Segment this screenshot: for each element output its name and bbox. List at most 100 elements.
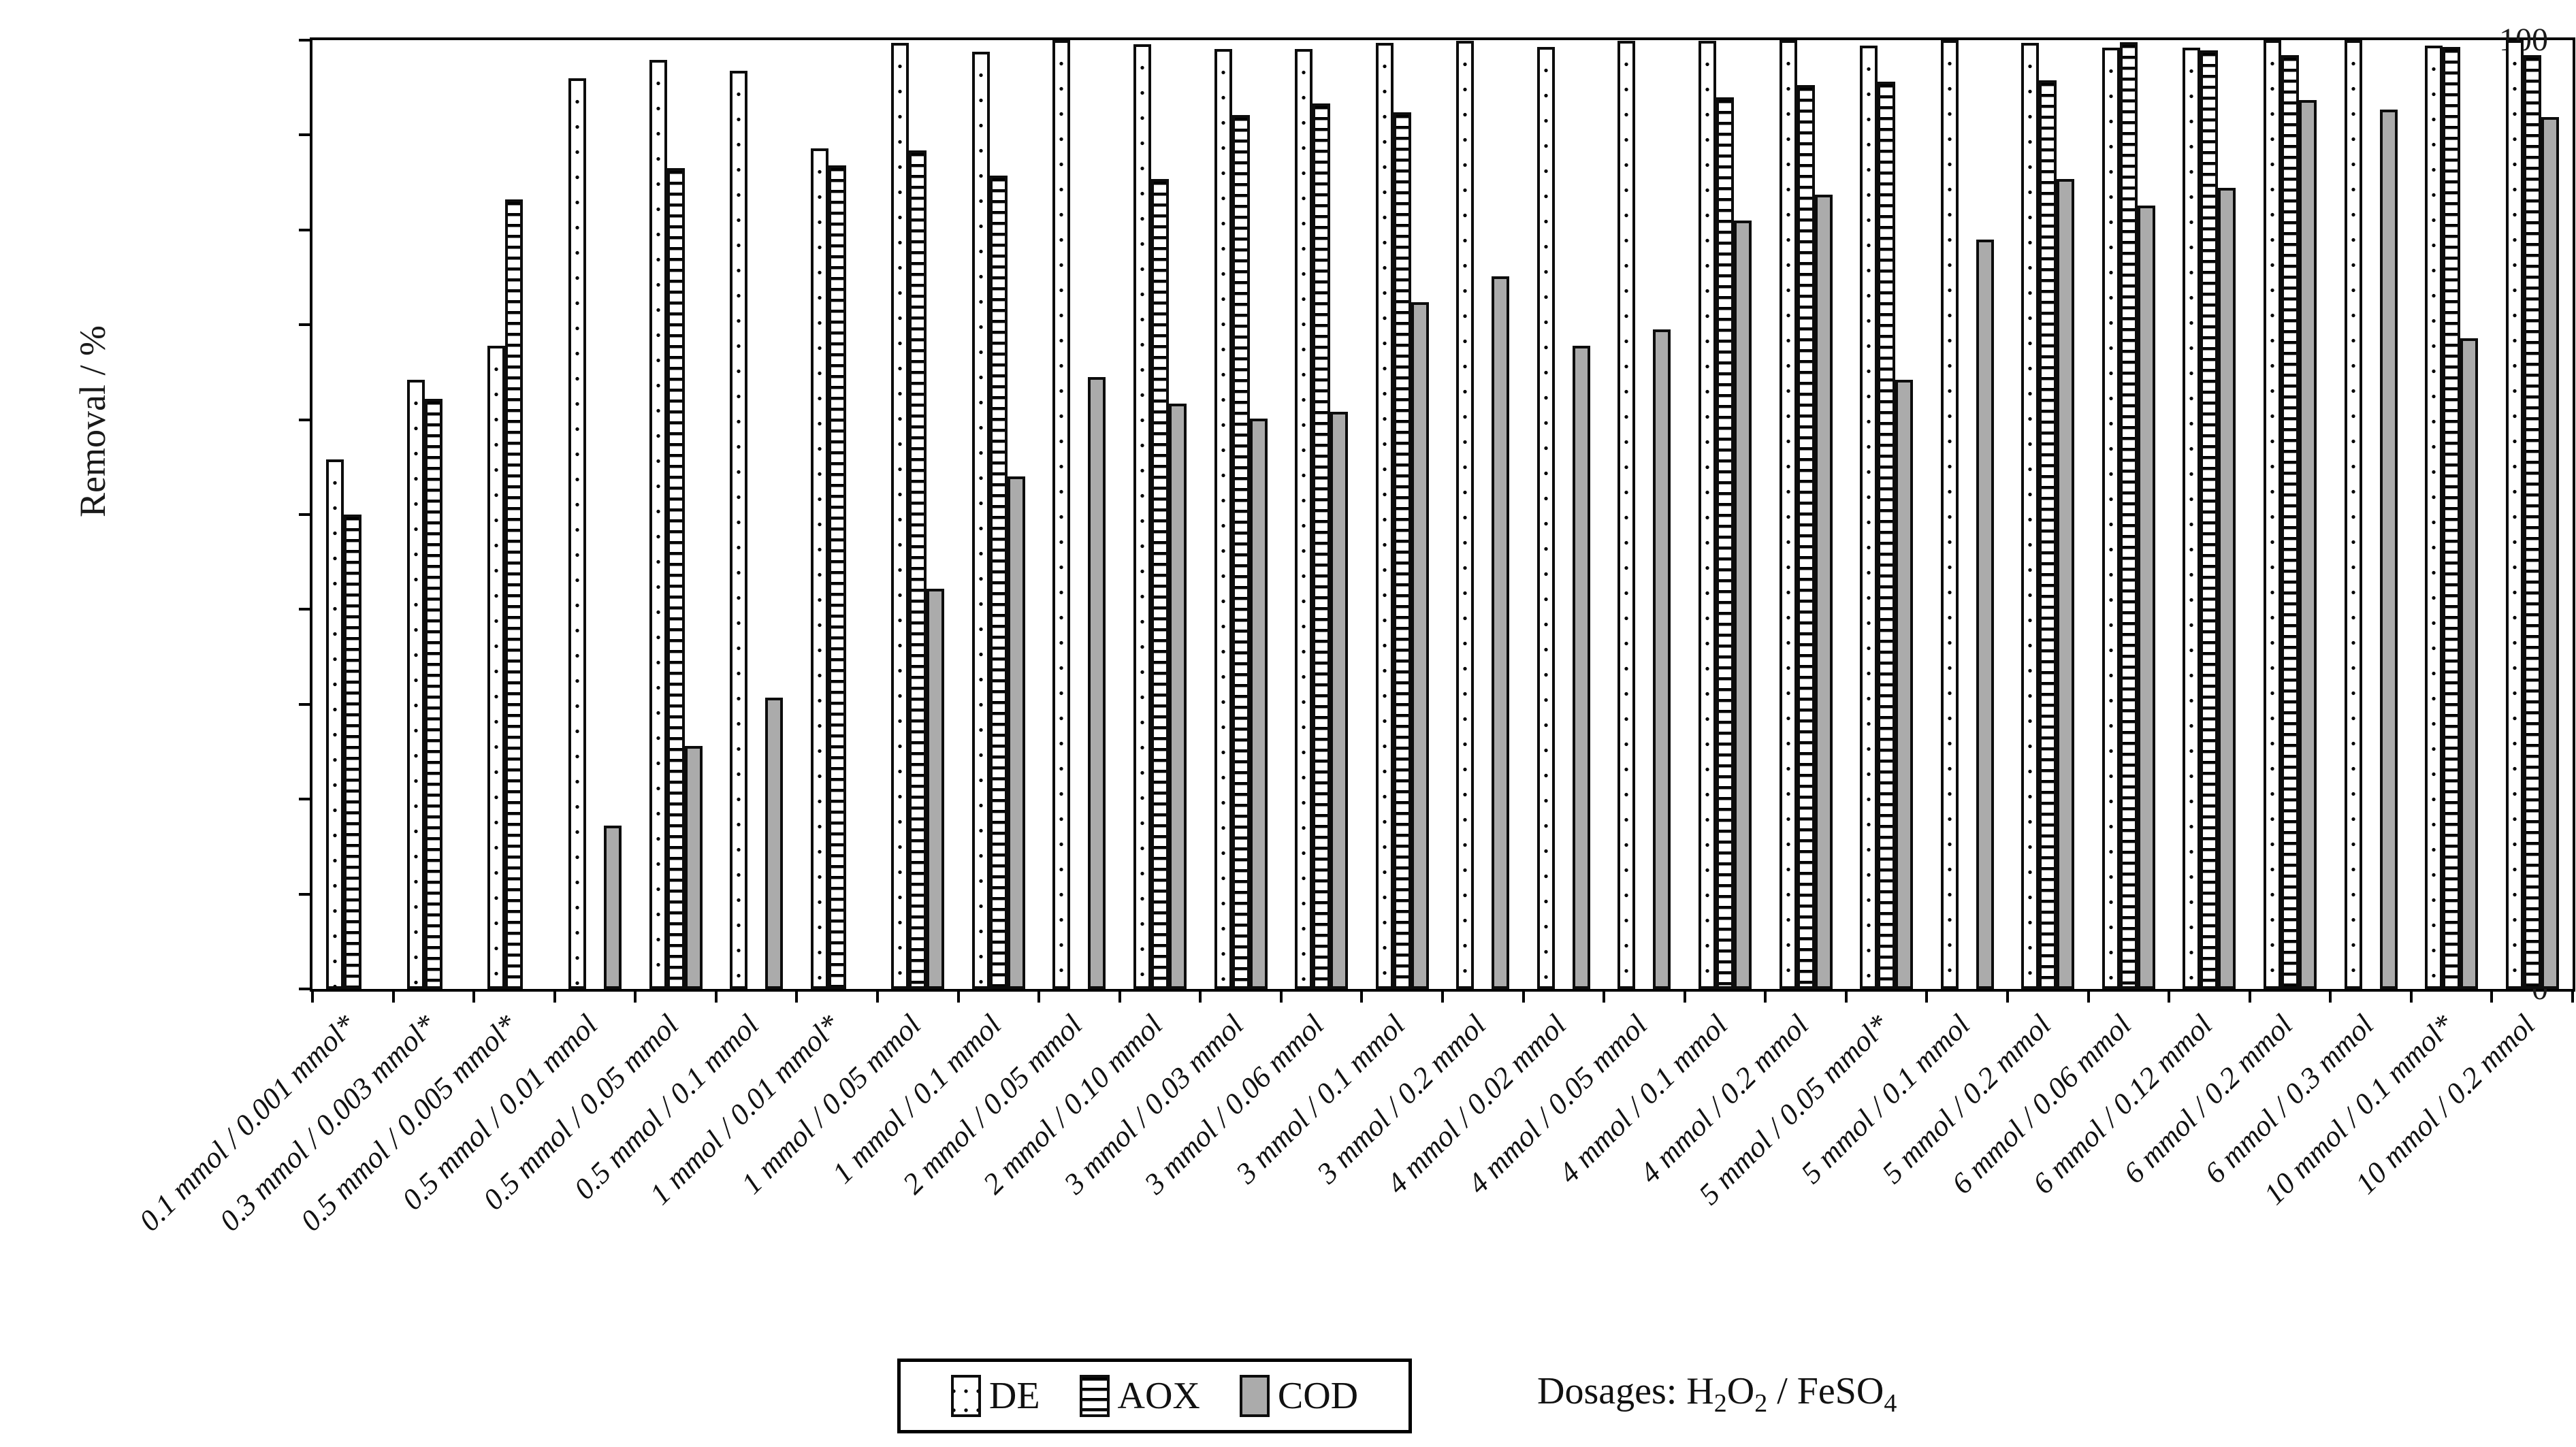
bar-cod-6-mmol-0.3-mmol xyxy=(2379,109,2398,989)
legend-box: DE AOX COD xyxy=(897,1359,1412,1433)
y-axis-tick-10 xyxy=(299,892,310,896)
bar-de-4-mmol-0.02-mmol xyxy=(1536,46,1555,989)
x-axis-tick xyxy=(2087,992,2090,1003)
x-axis-tick xyxy=(1764,992,1767,1003)
bar-de-0.5-mmol-0.005-mmol- xyxy=(487,345,506,989)
bar-cod-0.5-mmol-0.01-mmol xyxy=(604,826,622,989)
bar-cod-3-mmol-0.2-mmol xyxy=(1492,276,1510,989)
bar-cod-3-mmol-0.06-mmol xyxy=(1330,412,1349,989)
bar-de-5-mmol-0.05-mmol- xyxy=(1860,46,1878,989)
x-axis-tick xyxy=(2006,992,2009,1003)
bar-de-10-mmol-0.1-mmol- xyxy=(2425,46,2443,989)
bar-aox-2-mmol-0.10-mmol xyxy=(1151,178,1169,989)
x-axis-tick xyxy=(1199,992,1202,1003)
bar-de-3-mmol-0.06-mmol xyxy=(1295,48,1313,989)
legend-item-de: DE xyxy=(950,1374,1040,1418)
bar-de-1-mmol-0.1-mmol xyxy=(971,51,990,989)
x-axis-tick xyxy=(795,992,799,1003)
legend-swatch-de-pattern-icon xyxy=(950,1375,981,1417)
bar-aox-0.1-mmol-0.001-mmol- xyxy=(344,515,362,989)
y-axis-tick-80 xyxy=(299,228,310,231)
bar-de-2-mmol-0.10-mmol xyxy=(1133,44,1151,989)
legend-swatch-aox-pattern-icon xyxy=(1079,1375,1110,1417)
x-axis-tick xyxy=(1683,992,1686,1003)
bar-cod-4-mmol-0.2-mmol xyxy=(1814,195,1833,989)
x-axis-tick xyxy=(2329,992,2332,1003)
x-axis-tick xyxy=(1441,992,1444,1003)
bar-aox-3-mmol-0.03-mmol xyxy=(1231,115,1250,989)
legend-label-de: DE xyxy=(988,1375,1040,1417)
bar-de-4-mmol-0.1-mmol xyxy=(1698,41,1716,989)
bar-cod-2-mmol-0.10-mmol xyxy=(1169,403,1187,989)
bar-aox-5-mmol-0.05-mmol- xyxy=(1878,82,1896,989)
y-axis-tick-0 xyxy=(299,988,310,990)
x-axis-tick xyxy=(634,992,637,1003)
y-axis-tick-90 xyxy=(299,133,310,137)
x-axis-tick xyxy=(391,992,395,1003)
bar-de-3-mmol-0.03-mmol xyxy=(1214,48,1232,989)
bar-aox-1-mmol-0.1-mmol xyxy=(989,176,1008,989)
bar-de-0.5-mmol-0.1-mmol xyxy=(730,70,748,989)
bar-aox-1-mmol-0.01-mmol- xyxy=(828,165,846,989)
bar-cod-0.5-mmol-0.05-mmol xyxy=(684,746,703,989)
x-axis-tick xyxy=(876,992,879,1003)
x-axis-tick xyxy=(1360,992,1364,1003)
bar-cod-4-mmol-0.1-mmol xyxy=(1734,220,1752,989)
dosage-note: Dosages: H2O2 / FeSO4 xyxy=(1537,1369,1897,1418)
x-axis-tick xyxy=(311,992,314,1003)
bar-cod-5-mmol-0.05-mmol- xyxy=(1895,380,1914,989)
dosage-note-text: O xyxy=(1726,1370,1755,1412)
bar-de-3-mmol-0.2-mmol xyxy=(1456,41,1475,989)
y-axis-title: Removal / % xyxy=(72,325,113,517)
bar-de-6-mmol-0.12-mmol xyxy=(2183,48,2201,989)
dosage-note-text: / FeSO xyxy=(1767,1370,1884,1412)
bar-aox-4-mmol-0.2-mmol xyxy=(1797,84,1815,989)
y-axis-tick-50 xyxy=(299,513,310,516)
bar-cod-6-mmol-0.2-mmol xyxy=(2299,99,2317,989)
bar-de-4-mmol-0.2-mmol xyxy=(1779,40,1797,989)
y-axis-tick-40 xyxy=(299,608,310,611)
bar-cod-10-mmol-0.2-mmol xyxy=(2541,116,2559,989)
dosage-note-subscript: 4 xyxy=(1884,1389,1897,1418)
bar-aox-3-mmol-0.1-mmol xyxy=(1393,112,1411,989)
bar-de-2-mmol-0.05-mmol xyxy=(1052,40,1071,989)
x-axis-tick xyxy=(956,992,960,1003)
x-axis-tick xyxy=(1279,992,1283,1003)
bar-de-6-mmol-0.3-mmol xyxy=(2344,40,2362,989)
x-axis-tick xyxy=(1844,992,1848,1003)
bar-de-5-mmol-0.1-mmol xyxy=(1940,40,1959,989)
bar-de-4-mmol-0.05-mmol xyxy=(1617,41,1636,989)
bar-cod-6-mmol-0.12-mmol xyxy=(2218,188,2236,989)
x-axis-tick xyxy=(1037,992,1041,1003)
x-axis-tick xyxy=(1522,992,1525,1003)
x-axis-tick xyxy=(472,992,476,1003)
x-axis-tick xyxy=(2409,992,2413,1003)
dosage-note-text: Dosages: H xyxy=(1537,1370,1714,1412)
bar-cod-4-mmol-0.05-mmol xyxy=(1653,329,1671,989)
dosage-note-subscript: 2 xyxy=(1754,1389,1768,1418)
x-axis-tick xyxy=(2571,992,2574,1003)
x-axis-tick xyxy=(2248,992,2251,1003)
bar-cod-3-mmol-0.1-mmol xyxy=(1411,302,1429,989)
legend-item-cod: COD xyxy=(1239,1374,1358,1418)
x-axis-tick xyxy=(2490,992,2494,1003)
bar-aox-10-mmol-0.2-mmol xyxy=(2523,55,2541,989)
bar-aox-0.3-mmol-0.003-mmol- xyxy=(424,398,442,989)
y-axis-tick-70 xyxy=(299,323,310,327)
bar-aox-3-mmol-0.06-mmol xyxy=(1313,103,1331,989)
y-axis-tick-30 xyxy=(299,702,310,706)
y-axis-tick-60 xyxy=(299,418,310,421)
bar-aox-5-mmol-0.2-mmol xyxy=(2039,80,2057,989)
legend-label-aox: AOX xyxy=(1117,1375,1200,1417)
legend-item-aox: AOX xyxy=(1079,1374,1200,1418)
bar-cod-4-mmol-0.02-mmol xyxy=(1572,345,1590,989)
x-axis-tick xyxy=(1603,992,1606,1003)
bar-aox-10-mmol-0.1-mmol- xyxy=(2443,46,2461,989)
bar-aox-6-mmol-0.12-mmol xyxy=(2200,50,2219,989)
bar-de-0.1-mmol-0.001-mmol- xyxy=(326,459,344,989)
bar-cod-3-mmol-0.03-mmol xyxy=(1249,419,1268,989)
y-axis-tick-20 xyxy=(299,798,310,801)
bar-aox-1-mmol-0.05-mmol xyxy=(909,150,927,989)
plot-area: 01020304050607080901000.1 mmol / 0.001 m… xyxy=(132,24,2575,1237)
bar-de-1-mmol-0.01-mmol- xyxy=(810,148,828,989)
